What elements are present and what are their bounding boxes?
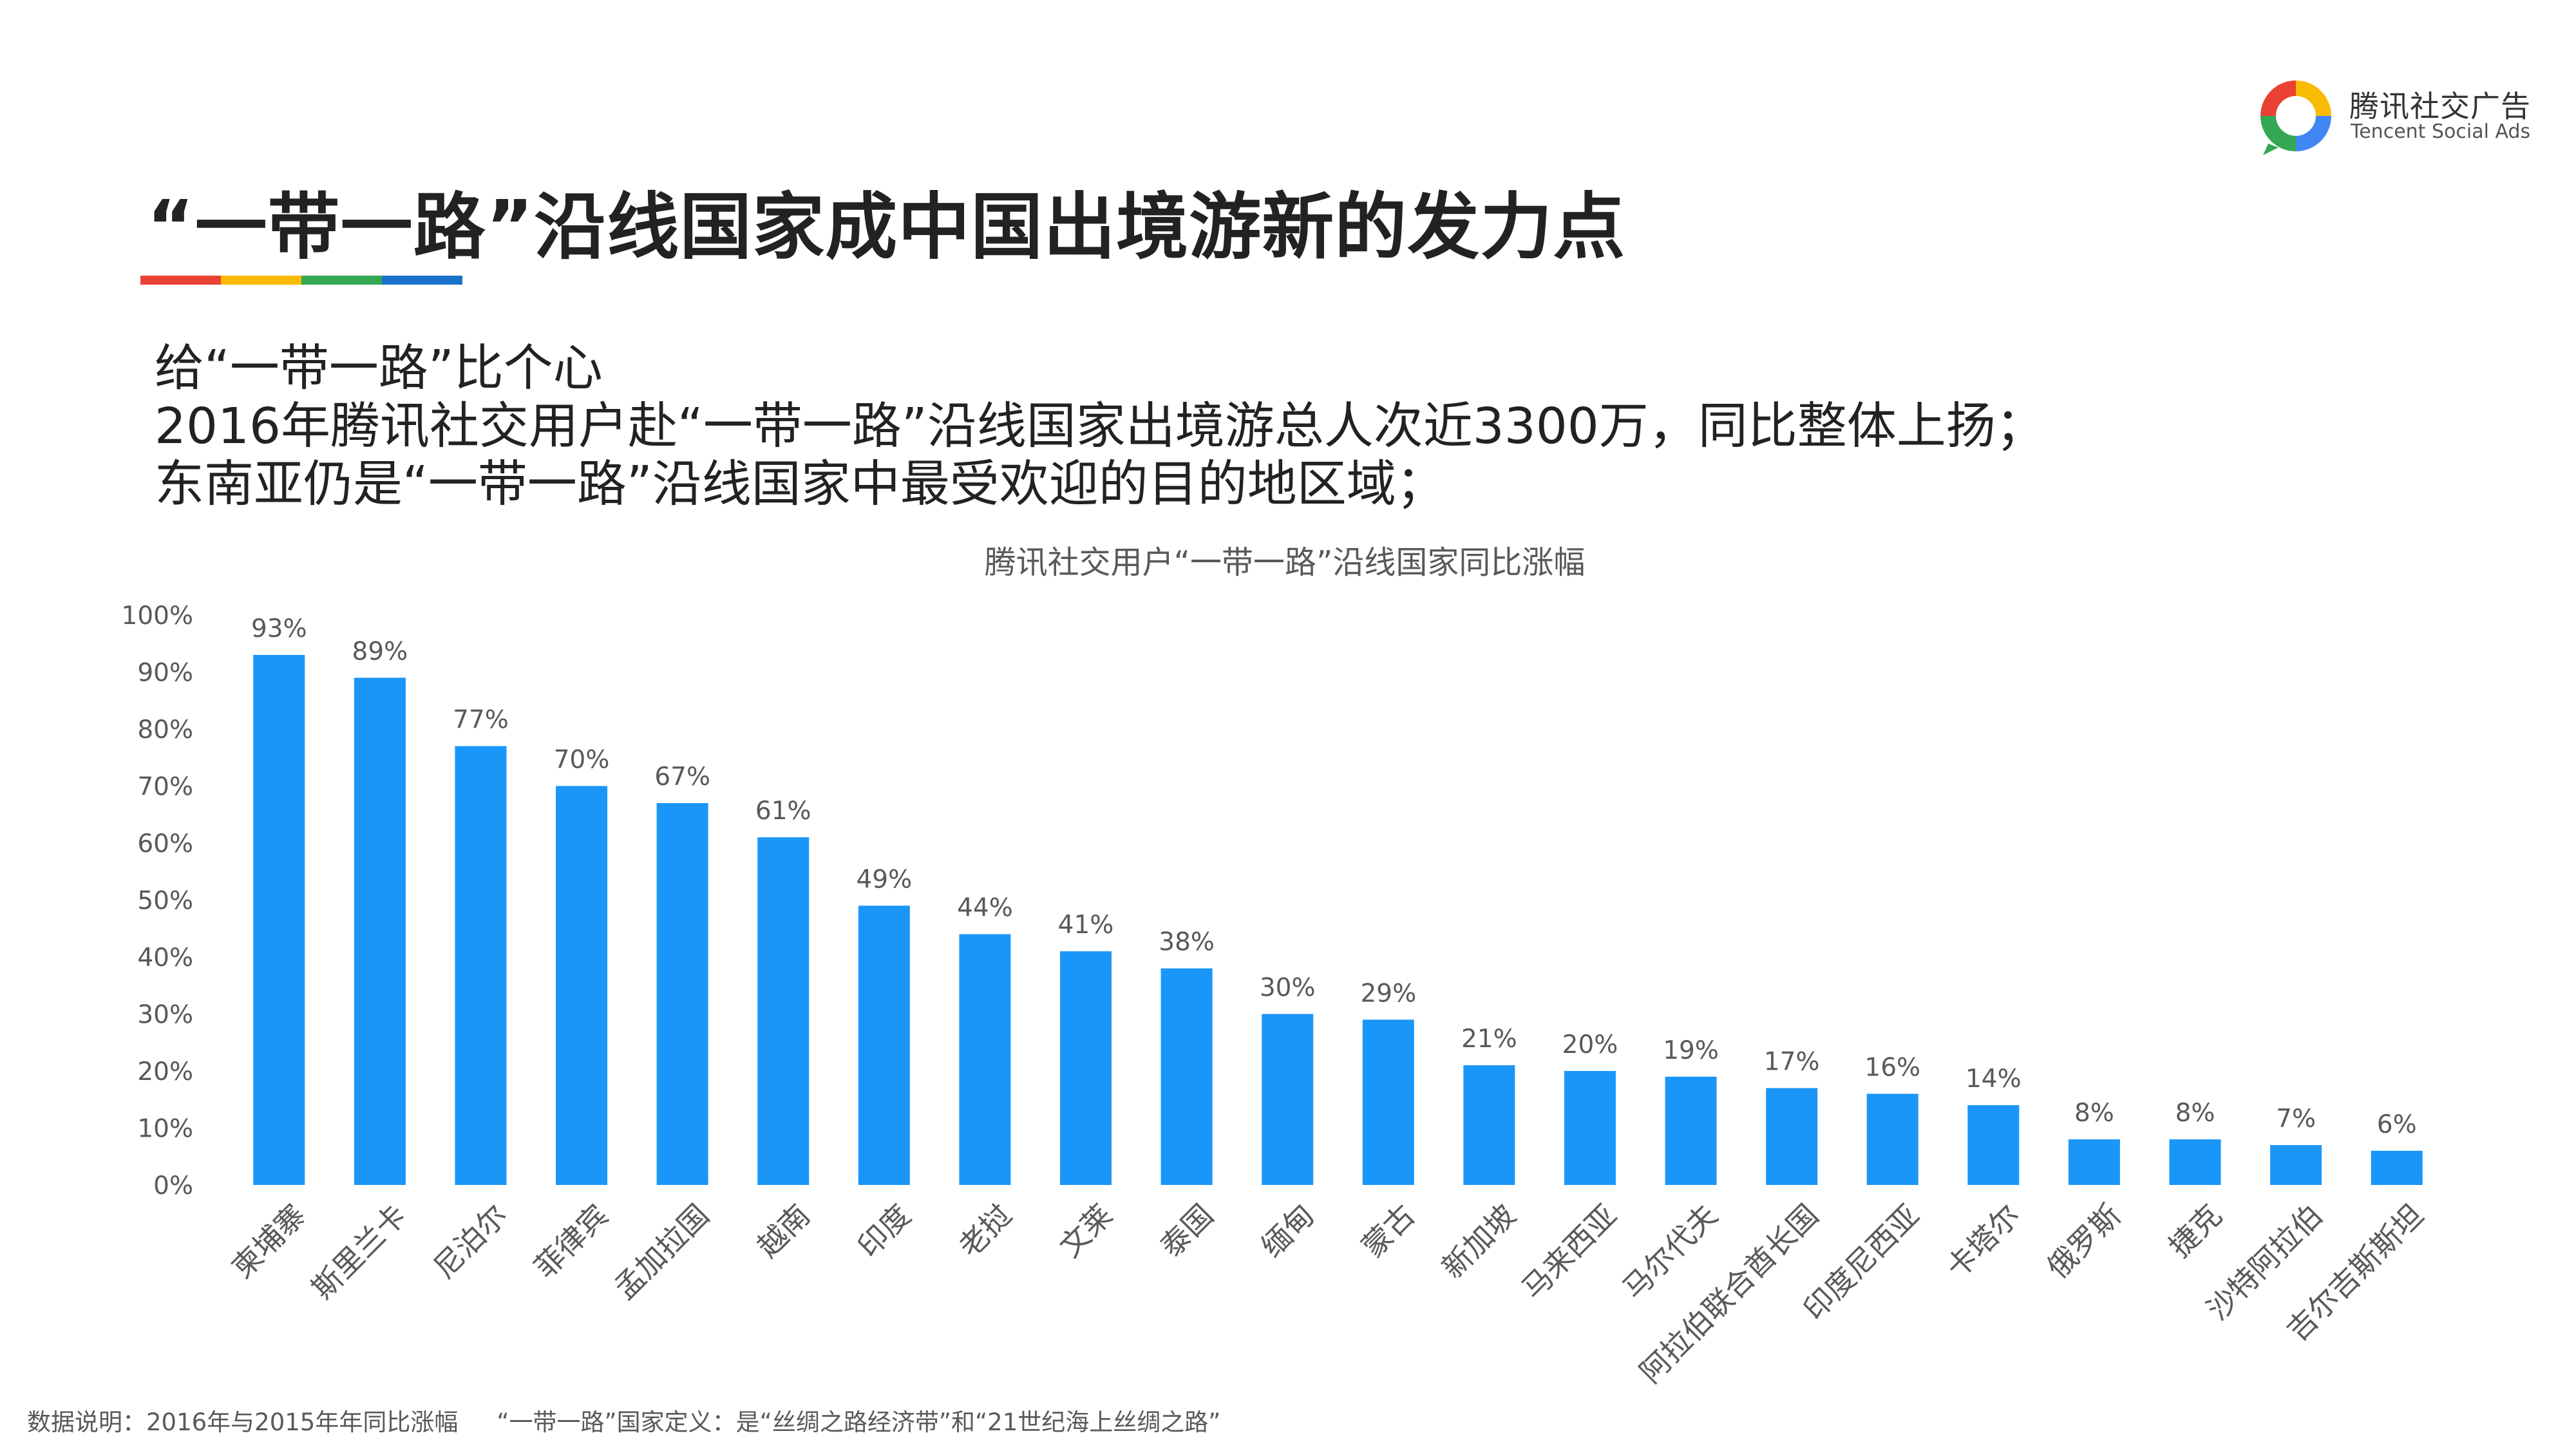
category-label: 卡塔尔 (1939, 1198, 2027, 1285)
bar (2169, 1139, 2221, 1185)
category-label: 捷克 (2162, 1198, 2228, 1264)
bar (2371, 1150, 2423, 1185)
data-label: 67% (654, 762, 710, 791)
logo-name-cn: 腾讯社交广告 (2349, 89, 2531, 124)
bar (757, 837, 810, 1185)
y-tick-label: 80% (137, 715, 193, 744)
y-tick-label: 50% (137, 887, 193, 916)
bar (858, 905, 910, 1185)
bar (959, 934, 1011, 1185)
y-tick-label: 10% (137, 1115, 193, 1144)
data-label: 14% (1965, 1065, 2022, 1094)
category-label: 阿拉伯联合酋长国 (1633, 1198, 1825, 1390)
page-title: “一带一路”沿线国家成中国出境游新的发力点 (147, 185, 1626, 269)
y-tick-label: 20% (137, 1057, 193, 1086)
y-tick-label: 100% (122, 601, 194, 630)
category-label: 老挝 (952, 1198, 1018, 1264)
bar (1967, 1105, 2020, 1185)
category-label: 菲律宾 (527, 1198, 615, 1285)
data-label: 70% (554, 746, 610, 775)
footer-note-right: “一带一路”国家定义：是“丝绸之路经济带”和“21世纪海上丝绸之路” (497, 1408, 1221, 1436)
data-label: 16% (1864, 1053, 1920, 1082)
data-label: 49% (856, 865, 912, 894)
data-label: 29% (1360, 979, 1416, 1008)
category-label: 柬埔寨 (225, 1198, 312, 1285)
bar (354, 677, 406, 1185)
data-label: 8% (2074, 1099, 2114, 1128)
data-labels: 93% 89% 77% 70% 67% 61% 49% 44% 41% 38% 30% 29% 21% 2… (251, 614, 2417, 1139)
logo-name-en: Tencent Social Ads (2351, 120, 2531, 143)
category-label: 越南 (750, 1198, 817, 1264)
bars (253, 654, 2423, 1185)
y-tick-label: 90% (137, 659, 193, 688)
bar (253, 654, 305, 1185)
subtitle-line-1: 给“一带一路”比个心 (155, 340, 603, 397)
chart-title: 腾讯社交用户“一带一路”沿线国家同比涨幅 (985, 544, 1586, 581)
title-underline-green (301, 276, 382, 285)
data-label: 8% (2175, 1099, 2215, 1128)
bar (1665, 1076, 1717, 1185)
data-label: 41% (1058, 911, 1114, 940)
tencent-social-ads-ring-icon (2260, 80, 2331, 155)
data-label: 89% (352, 637, 408, 666)
bar (1362, 1019, 1414, 1185)
title-underline (140, 276, 462, 285)
bar (1060, 951, 1112, 1185)
y-tick-label: 60% (137, 829, 193, 858)
bar (556, 786, 608, 1185)
y-tick-label: 40% (137, 943, 193, 972)
category-label: 马来西亚 (1515, 1198, 1623, 1306)
data-label: 21% (1461, 1025, 1517, 1054)
bar (1463, 1065, 1515, 1185)
data-label: 93% (251, 614, 307, 643)
footer-note: 数据说明：2016年与2015年年同比涨幅 “一带一路”国家定义：是“丝绸之路经济… (27, 1403, 1220, 1437)
title-underline-red (140, 276, 221, 285)
bar (1262, 1014, 1314, 1185)
bar (1160, 968, 1213, 1185)
category-label: 印度 (851, 1198, 917, 1264)
y-tick-label: 30% (137, 1001, 193, 1030)
y-tick-label: 0% (153, 1171, 193, 1200)
bar (656, 803, 708, 1185)
category-label: 新加坡 (1435, 1198, 1522, 1285)
data-label: 77% (453, 706, 509, 735)
data-label: 20% (1562, 1030, 1618, 1059)
category-label: 俄罗斯 (2040, 1198, 2128, 1285)
category-label: 斯里兰卡 (305, 1198, 413, 1306)
title-underline-blue (382, 276, 462, 285)
data-label: 38% (1159, 928, 1215, 957)
data-label: 7% (2276, 1104, 2316, 1133)
category-label: 孟加拉国 (607, 1198, 715, 1306)
bar (2068, 1139, 2120, 1185)
y-tick-label: 70% (137, 773, 193, 802)
subtitle-line-2: 2016年腾讯社交用户赴“一带一路”沿线国家出境游总人次近3300万，同比整体上… (155, 398, 2045, 455)
bar (1564, 1071, 1616, 1185)
category-label: 缅甸 (1255, 1198, 1321, 1264)
data-label: 17% (1764, 1048, 1820, 1077)
bar (1766, 1088, 1818, 1185)
data-label: 6% (2377, 1110, 2417, 1139)
category-label: 文莱 (1053, 1198, 1119, 1264)
category-label: 尼泊尔 (426, 1198, 514, 1285)
tencent-social-ads-logo: 腾讯社交广告 Tencent Social Ads (2254, 74, 2537, 158)
category-label: 蒙古 (1355, 1198, 1421, 1264)
title-underline-yellow (221, 276, 301, 285)
data-label: 19% (1663, 1036, 1719, 1065)
data-label: 61% (755, 797, 811, 826)
bar (1866, 1094, 1918, 1185)
data-label: 30% (1260, 974, 1316, 1003)
subtitle-line-3: 东南亚仍是“一带一路”沿线国家中最受欢迎的目的地区域； (155, 456, 1446, 513)
bar (2270, 1145, 2322, 1185)
data-label: 44% (957, 894, 1013, 923)
footer-note-left: 数据说明：2016年与2015年年同比涨幅 (27, 1408, 459, 1436)
y-axis: 0% 10% 20% 30% 40% 50% 60% 70% 80% 90% 100% (122, 601, 194, 1200)
category-label: 泰国 (1153, 1198, 1220, 1264)
bar (455, 746, 507, 1185)
